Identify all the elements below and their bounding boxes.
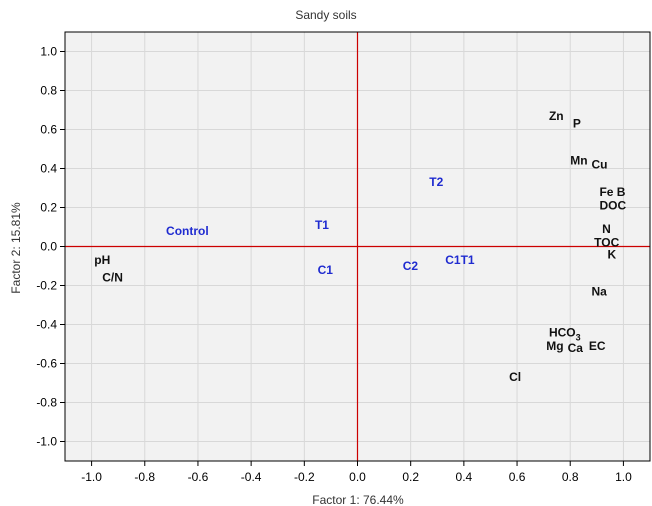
variable-label: pH <box>94 253 110 267</box>
variable-label: EC <box>589 339 606 353</box>
x-tick-label: 0.4 <box>456 470 473 484</box>
variable-label: Ca <box>568 341 584 355</box>
x-tick-label: 0.0 <box>349 470 366 484</box>
variable-label: DOC <box>599 199 626 213</box>
y-tick-label: -0.4 <box>36 318 57 332</box>
y-tick-label: 0.6 <box>40 123 57 137</box>
reference-lines <box>65 32 650 461</box>
y-axis: 1.0 0.8 0.6 0.4 0.2 0.0 -0.2 -0.4 -0.6 -0.8 -1.0 <box>36 45 65 449</box>
variable-label: TOC <box>594 236 619 250</box>
x-axis: -1.0 -0.8 -0.6 -0.4 -0.2 0.0 0.2 0.4 0.6 0.8 1.0 <box>81 461 632 484</box>
x-tick-label: 0.8 <box>562 470 579 484</box>
variable-label: N <box>602 222 611 236</box>
y-tick-label: 0.8 <box>40 84 57 98</box>
y-tick-label: -0.2 <box>36 279 57 293</box>
x-tick-label: -0.8 <box>134 470 155 484</box>
y-tick-label: -1.0 <box>36 435 57 449</box>
case-label: Control <box>166 224 209 238</box>
case-label: T1 <box>315 218 329 232</box>
y-tick-label: -0.8 <box>36 396 57 410</box>
variable-label: K <box>607 247 616 261</box>
y-tick-label: -0.6 <box>36 357 57 371</box>
x-tick-label: -1.0 <box>81 470 102 484</box>
x-axis-title: Factor 1: 76.44% <box>312 493 404 506</box>
y-axis-title: Factor 2: 15.81% <box>9 202 23 294</box>
x-tick-label: -0.2 <box>294 470 315 484</box>
case-label: C2 <box>403 259 419 273</box>
variable-label: Zn <box>549 109 564 123</box>
variable-label: P <box>573 117 581 131</box>
variable-label: Fe B <box>599 185 625 199</box>
variable-label: C/N <box>102 271 123 285</box>
x-tick-label: -0.4 <box>241 470 262 484</box>
x-tick-label: 0.2 <box>402 470 419 484</box>
variable-label: Cu <box>592 158 608 172</box>
chart-title: Sandy soils <box>295 8 356 22</box>
y-tick-label: 0.0 <box>40 240 57 254</box>
variable-label: Mn <box>570 154 587 168</box>
variable-label: Na <box>592 284 608 298</box>
case-label: C1 <box>318 263 334 277</box>
variable-label-subscript: 3 <box>576 332 581 342</box>
variable-label: Cl <box>509 370 521 384</box>
y-tick-label: 0.2 <box>40 201 57 215</box>
x-tick-label: 0.6 <box>509 470 526 484</box>
variable-label: Mg <box>546 339 563 353</box>
x-tick-label: 1.0 <box>615 470 632 484</box>
case-label: C1T1 <box>445 253 475 267</box>
variable-label: HCO3 <box>549 325 581 342</box>
case-label: T2 <box>429 175 443 189</box>
y-tick-label: 1.0 <box>40 45 57 59</box>
y-tick-label: 0.4 <box>40 162 57 176</box>
x-tick-label: -0.6 <box>188 470 209 484</box>
